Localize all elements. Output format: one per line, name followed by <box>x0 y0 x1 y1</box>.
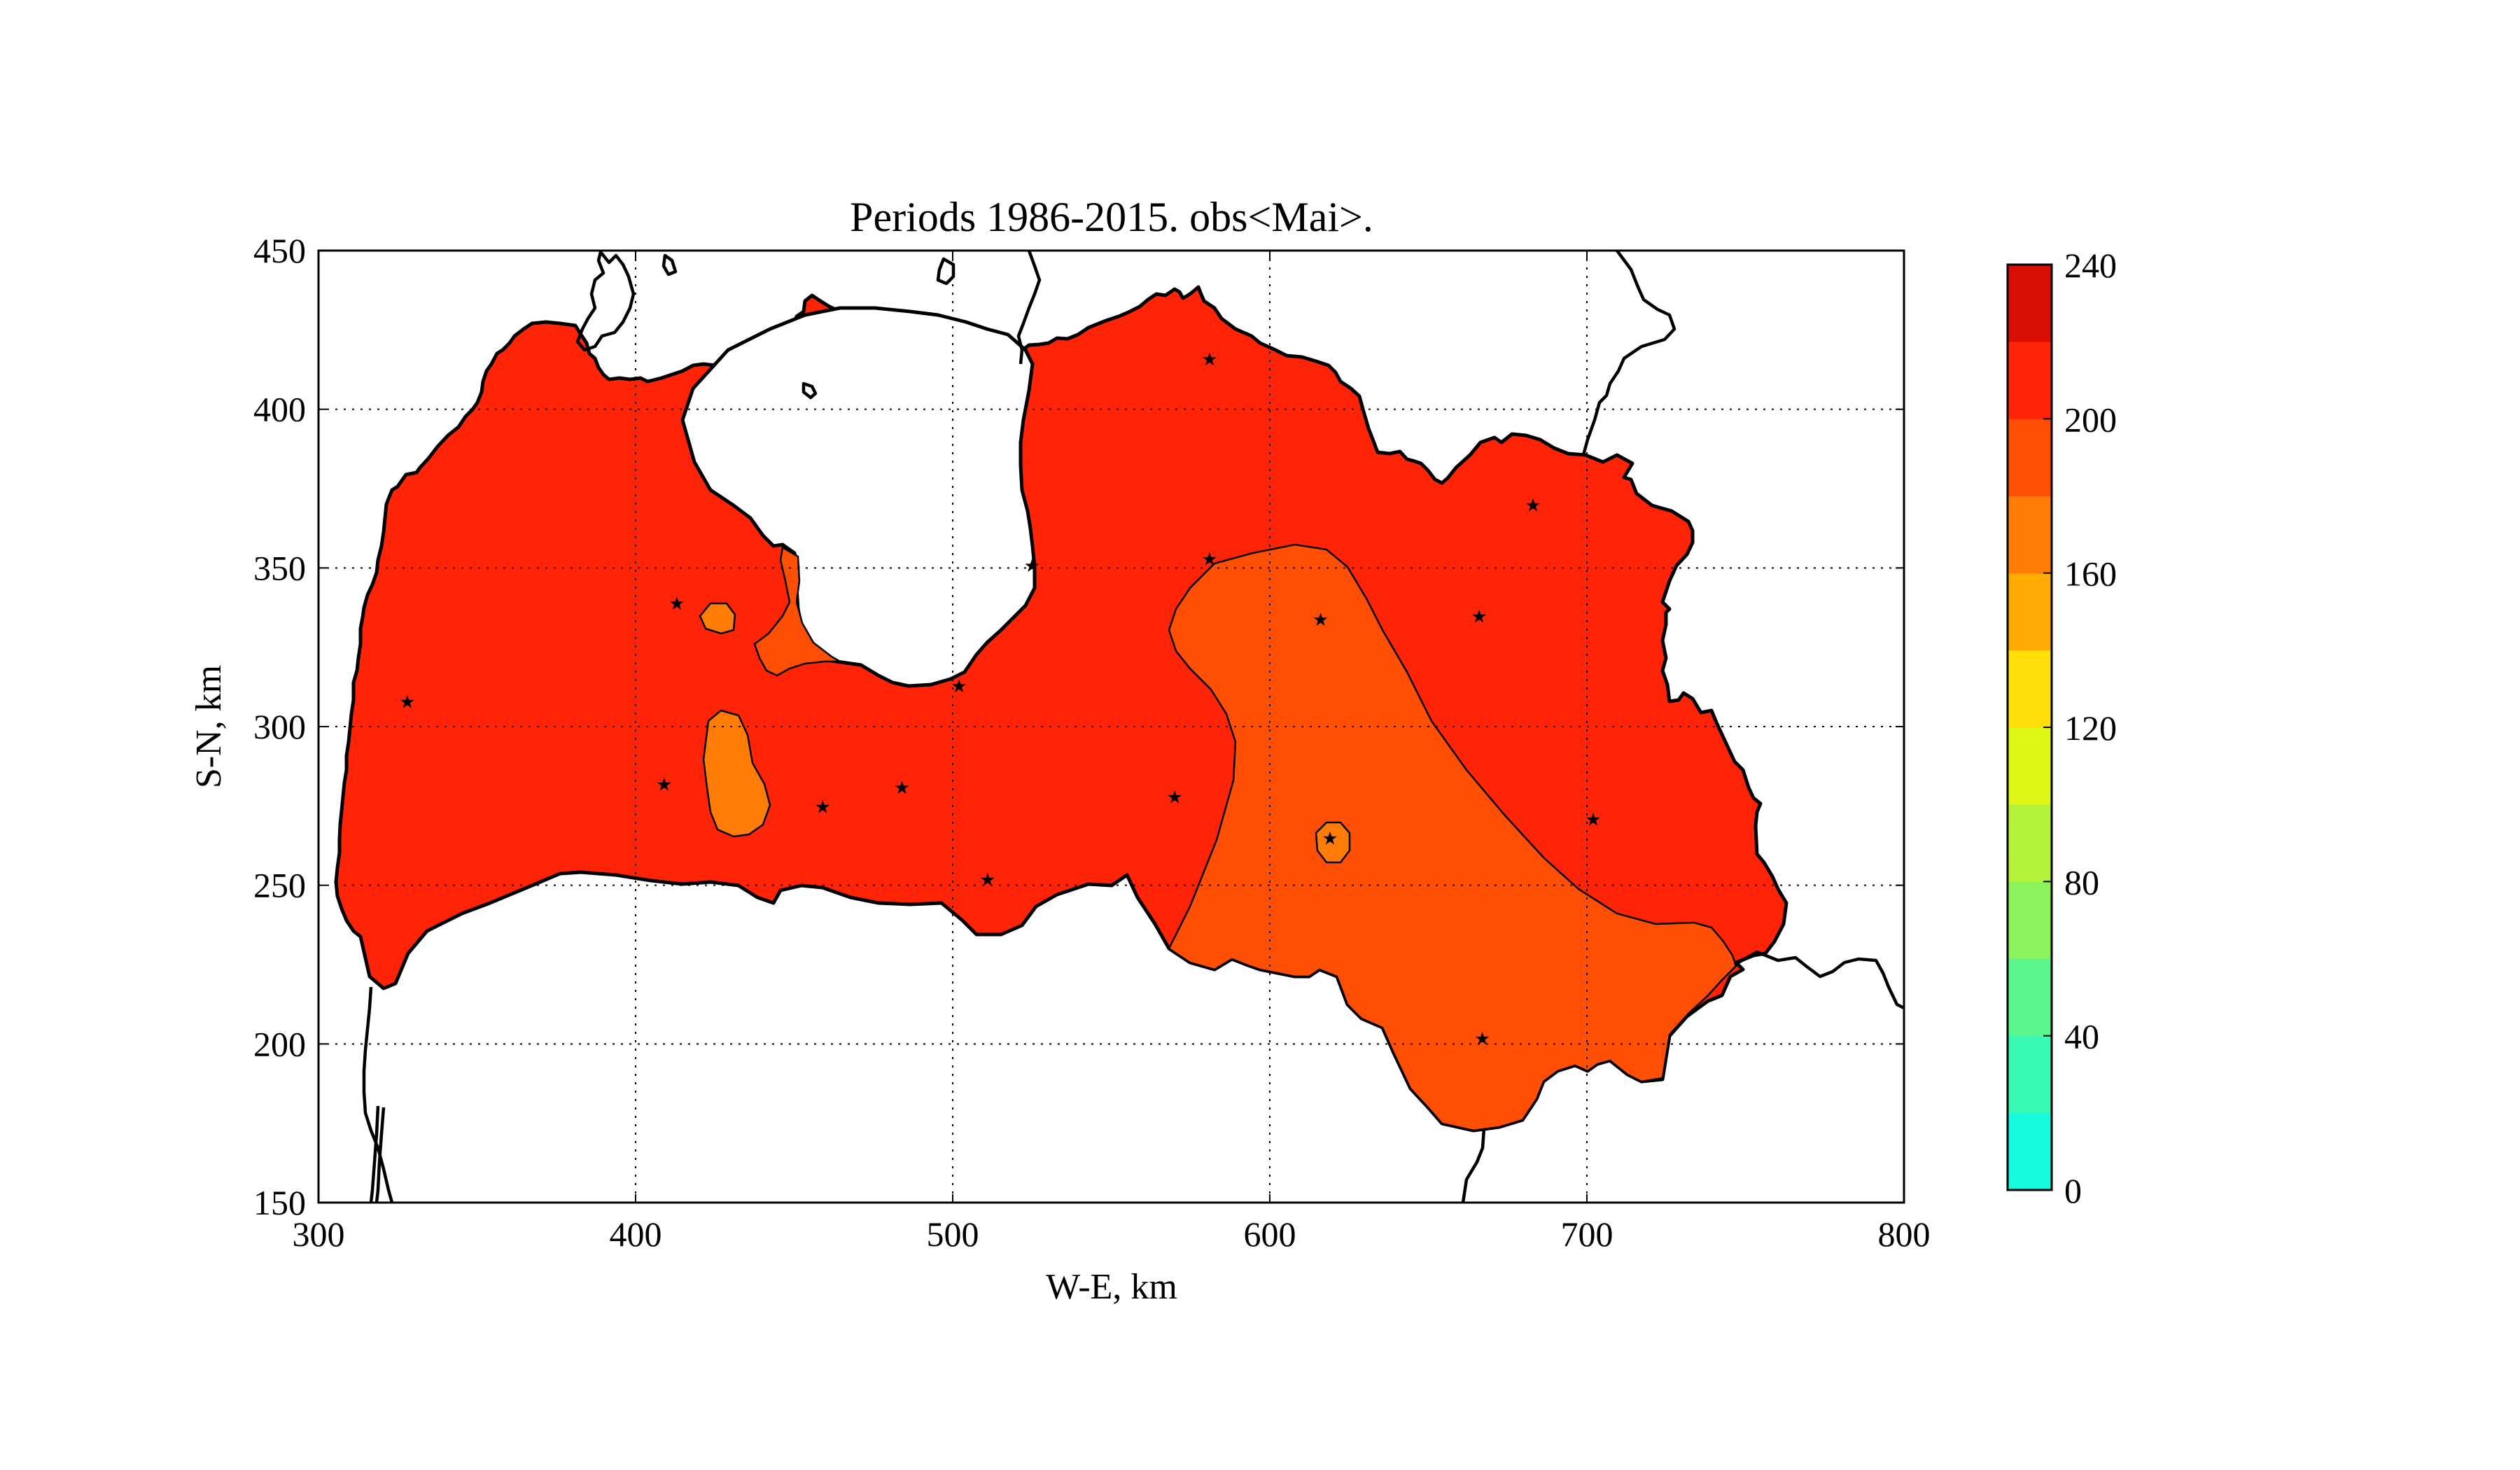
station-marker: ★ <box>1201 550 1217 570</box>
contour-fill-180-200-pocket-north <box>699 602 736 635</box>
colorbar-segment <box>2008 1035 2052 1114</box>
station-marker: ★ <box>668 594 685 615</box>
colorbar-segment <box>2008 1112 2052 1191</box>
contour-fill-180-200-southeast <box>1168 543 1737 1132</box>
colorbar-tick-label: 120 <box>2064 708 2117 748</box>
colorbar-tick-label: 0 <box>2064 1171 2082 1210</box>
station-marker: ★ <box>1322 829 1338 850</box>
y-tick-label: 350 <box>253 548 306 587</box>
x-tick-label: 400 <box>610 1214 662 1254</box>
island-small-2 <box>936 257 955 286</box>
station-marker: ★ <box>894 778 910 799</box>
station-marker: ★ <box>815 797 831 818</box>
station-marker: ★ <box>1585 809 1601 830</box>
colorbar-tick-label: 40 <box>2064 1017 2099 1056</box>
colorbar: 0 40 80 120 160 200 240 <box>2006 246 2117 1210</box>
x-tick-label: 500 <box>927 1214 979 1254</box>
plot-area: ★ ★ ★ ★ ★ ★ ★ ★ ★ ★ ★ ★ ★ ★ ★ ★ ★ 300 400 500 600 700 800 150… <box>253 231 1931 1254</box>
island-small-3 <box>802 382 818 400</box>
x-axis-ticks: 300 400 500 600 700 800 <box>293 251 1931 1254</box>
station-marker: ★ <box>399 692 415 713</box>
colorbar-segment <box>2008 881 2052 959</box>
station-marker: ★ <box>979 870 995 891</box>
y-axis-label: S-N, km <box>189 665 229 788</box>
x-tick-label: 800 <box>1878 1214 1931 1254</box>
lithuania-belarus-border <box>1461 1128 1486 1203</box>
y-axis-ticks: 150 200 250 300 350 400 450 <box>253 231 1904 1222</box>
colorbar-tick-label: 160 <box>2064 554 2117 594</box>
station-marker: ★ <box>1166 788 1182 808</box>
colorbar-tick-label: 240 <box>2064 246 2117 285</box>
lithuania-coast <box>362 986 394 1203</box>
belarus-border <box>1733 950 1904 1010</box>
chart-title: Periods 1986-2015. obs<Mai>. <box>850 194 1373 240</box>
colorbar-segment <box>2008 958 2052 1037</box>
x-tick-label: 600 <box>1244 1214 1296 1254</box>
y-tick-label: 250 <box>253 866 306 905</box>
contour-fill-180-200-pocket-west <box>702 709 771 838</box>
y-tick-label: 200 <box>253 1024 306 1063</box>
station-marker: ★ <box>1312 610 1329 631</box>
station-marker: ★ <box>951 676 967 697</box>
estonia-russia-border <box>1581 251 1676 456</box>
curonian-spit-2 <box>374 1107 386 1203</box>
colorbar-segment <box>2008 573 2052 651</box>
x-tick-label: 700 <box>1561 1214 1614 1254</box>
gulf-of-riga <box>680 306 1037 688</box>
station-marker: ★ <box>656 775 672 796</box>
estonia-coast <box>1016 251 1042 365</box>
colorbar-segment <box>2008 265 2052 342</box>
border-lines <box>362 251 1904 1203</box>
y-tick-label: 400 <box>253 390 306 429</box>
y-tick-label: 300 <box>253 707 306 746</box>
x-axis-label: W-E, km <box>1046 1267 1177 1307</box>
estonia-island-outline <box>575 251 636 352</box>
colorbar-segment <box>2008 650 2052 728</box>
contour-fill-180-200-gulf <box>753 545 844 677</box>
colorbar-segment <box>2008 496 2052 574</box>
x-tick-label: 300 <box>293 1214 345 1254</box>
colorbar-tick-label: 80 <box>2064 862 2099 902</box>
station-marker: ★ <box>1471 606 1487 627</box>
colorbar-segment <box>2008 804 2052 882</box>
colorbar-segment <box>2008 342 2052 419</box>
station-marker: ★ <box>1525 496 1541 517</box>
y-tick-label: 150 <box>253 1183 306 1222</box>
island-small-1 <box>662 253 678 276</box>
curonian-spit <box>369 1105 380 1203</box>
y-tick-label: 450 <box>253 231 306 270</box>
colorbar-segment <box>2008 419 2052 496</box>
station-marker: ★ <box>1201 349 1217 370</box>
contour-fill-180-200-pocket-east <box>1315 821 1351 864</box>
colorbar-segment <box>2008 727 2052 805</box>
colorbar-tick-label: 200 <box>2064 400 2117 439</box>
station-marker: ★ <box>1474 1028 1490 1049</box>
map-layer: ★ ★ ★ ★ ★ ★ ★ ★ ★ ★ ★ ★ ★ ★ ★ ★ ★ <box>334 251 1904 1203</box>
station-marker: ★ <box>1024 556 1040 577</box>
